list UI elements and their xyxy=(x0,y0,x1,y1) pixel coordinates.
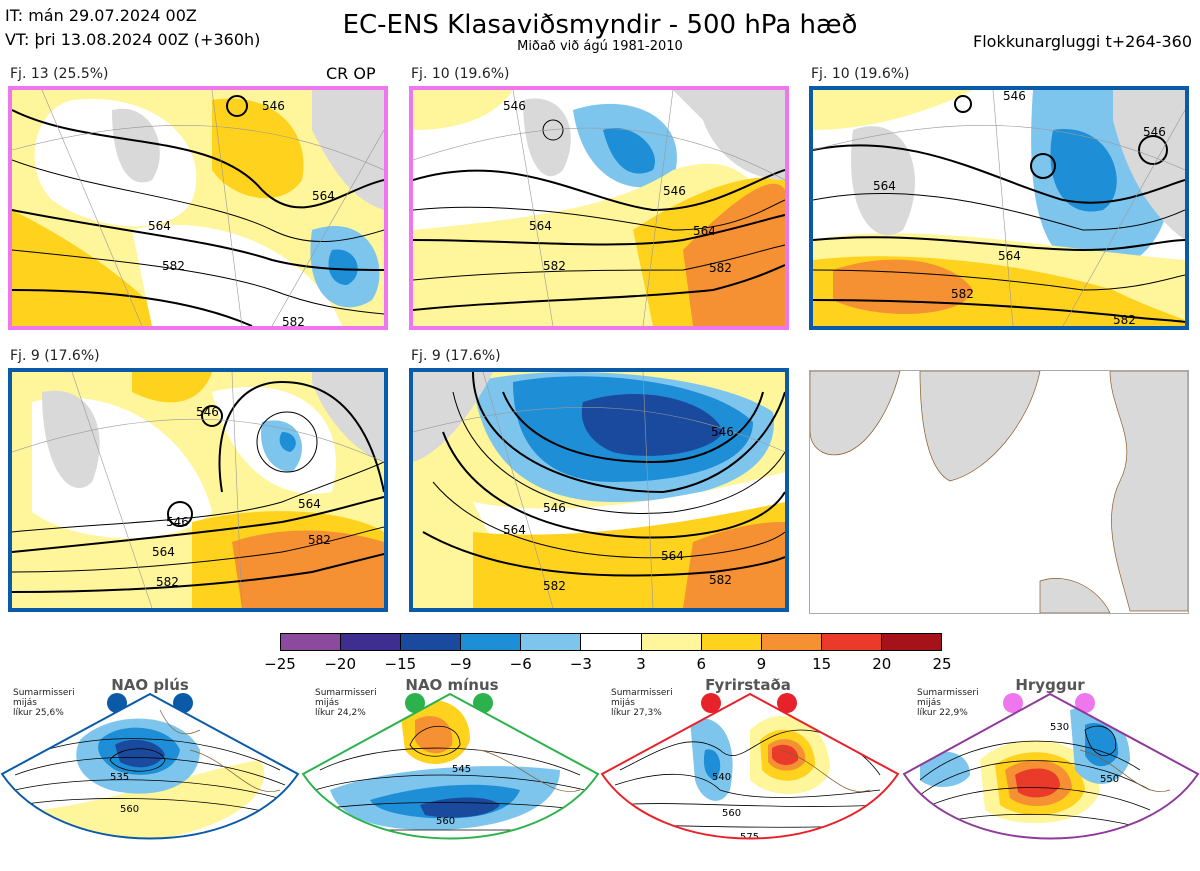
page-title: EC-ENS Klasaviðsmyndir - 500 hPa hæð xyxy=(342,10,858,40)
colorbar-tick-label: 20 xyxy=(872,655,892,673)
contour-label: 575 xyxy=(740,832,759,843)
contour-label: 582 xyxy=(162,259,185,273)
contour-label: 546 xyxy=(543,501,566,515)
colorbar-tick-label: −25 xyxy=(264,655,296,673)
cluster-map-1: 546 564 564 582 582 xyxy=(8,86,388,330)
colorbar-segment xyxy=(760,634,821,650)
colorbar-segment xyxy=(820,634,881,650)
contour-label: 546 xyxy=(262,99,285,113)
contour-label: 582 xyxy=(1113,313,1136,326)
colorbar-tick-label: −9 xyxy=(449,655,472,673)
regime-title-ridge: Hryggur xyxy=(1015,676,1085,694)
contour-label: 535 xyxy=(110,772,129,783)
panel-3-label: Fj. 10 (19.6%) xyxy=(811,66,910,82)
contour-label: 546 xyxy=(166,515,189,529)
contour-label: 546 xyxy=(1143,125,1166,139)
regime-maps: 535 560 545 560 575 xyxy=(0,692,1200,861)
classification-window: Flokkunargluggi t+264-360 xyxy=(973,32,1192,51)
colorbar-segment xyxy=(281,634,341,650)
regime-info: Sumarmisseri mijás líkur 27,3% xyxy=(611,688,673,718)
contour-label: 560 xyxy=(722,808,741,819)
contour-label: 575 xyxy=(1090,838,1109,849)
contour-label: 582 xyxy=(709,573,732,587)
contour-label: 582 xyxy=(156,575,179,589)
contour-label: 564 xyxy=(693,224,716,238)
panel-1-badge: CR OP xyxy=(326,64,376,83)
contour-label: 582 xyxy=(308,533,331,547)
panel-5-label: Fj. 9 (17.6%) xyxy=(411,348,501,364)
contour-label: 560 xyxy=(436,816,455,827)
colorbar-segment xyxy=(580,634,641,650)
contour-label: 564 xyxy=(529,219,552,233)
contour-label: 564 xyxy=(661,549,684,563)
panel-1-label: Fj. 13 (25.5%) xyxy=(10,66,109,82)
regime-map-blocking: 540 560 575 xyxy=(602,694,898,843)
colorbar-tick-label: −6 xyxy=(509,655,532,673)
contour-label: 546 xyxy=(196,405,219,419)
colorbar-segment xyxy=(520,634,581,650)
colorbar-segment xyxy=(880,634,942,650)
contour-label: 582 xyxy=(951,287,974,301)
colorbar-tick-label: −20 xyxy=(324,655,356,673)
contour-label: 582 xyxy=(282,315,305,326)
contour-label: 575 xyxy=(446,850,465,861)
contour-label: 564 xyxy=(312,189,335,203)
colorbar-segment xyxy=(640,634,701,650)
regime-marker xyxy=(405,693,425,713)
colorbar-tick-label: 3 xyxy=(636,655,646,673)
valid-time: VT: þri 13.08.2024 00Z (+360h) xyxy=(5,30,261,49)
contour-label: 546 xyxy=(663,184,686,198)
contour-label: 582 xyxy=(709,261,732,275)
colorbar-tick-label: 6 xyxy=(696,655,707,673)
contour-label: 564 xyxy=(152,545,175,559)
cluster-map-3: 546 546 564 564 582 582 xyxy=(809,86,1189,330)
colorbar-tick-label: 9 xyxy=(756,655,767,673)
regime-title-nao-plus: NAO plús xyxy=(111,676,189,694)
empty-map xyxy=(809,370,1189,614)
regime-title-nao-minus: NAO mínus xyxy=(405,676,499,694)
contour-label: 545 xyxy=(452,764,471,775)
regime-marker xyxy=(1003,693,1023,713)
colorbar-tick-label: −15 xyxy=(384,655,417,673)
contour-label: 582 xyxy=(543,259,566,273)
colorbar xyxy=(280,633,942,651)
contour-label: 564 xyxy=(873,179,896,193)
contour-label: 540 xyxy=(712,772,731,783)
panel-4-label: Fj. 9 (17.6%) xyxy=(10,348,100,364)
regime-info: Sumarmisseri mijás líkur 22,9% xyxy=(917,688,979,718)
cluster-map-2: 546 546 564 564 582 582 xyxy=(409,86,789,330)
regime-map-ridge: 530 550 575 xyxy=(904,694,1198,849)
page-subtitle: Miðað við ágú 1981-2010 xyxy=(517,39,683,54)
regime-marker xyxy=(1075,693,1095,713)
init-time: IT: mán 29.07.2024 00Z xyxy=(5,6,197,25)
colorbar-tick-label: 15 xyxy=(812,655,832,673)
cluster-map-4: 546 546 564 564 582 582 xyxy=(8,368,388,612)
contour-label: 564 xyxy=(503,523,526,537)
contour-label: 560 xyxy=(120,804,139,815)
contour-label: 546 xyxy=(711,425,734,439)
colorbar-segment xyxy=(400,634,461,650)
regime-map-nao-plus: 535 560 xyxy=(2,694,298,839)
regime-marker xyxy=(777,693,797,713)
contour-label: 550 xyxy=(1100,774,1119,785)
colorbar-tick-label: −3 xyxy=(569,655,592,673)
contour-label: 564 xyxy=(998,249,1021,263)
regime-map-nao-minus: 545 560 575 xyxy=(303,694,598,861)
contour-label: 564 xyxy=(148,219,171,233)
contour-label: 582 xyxy=(543,579,566,593)
regime-info: Sumarmisseri mijás líkur 25,6% xyxy=(13,688,75,718)
regime-info: Sumarmisseri mijás líkur 24,2% xyxy=(315,688,377,718)
contour-label: 530 xyxy=(1050,722,1069,733)
colorbar-segment xyxy=(700,634,761,650)
contour-label: 564 xyxy=(298,497,321,511)
contour-label: 546 xyxy=(503,99,526,113)
colorbar-segment xyxy=(340,634,401,650)
contour-label: 546 xyxy=(1003,90,1026,103)
colorbar-segment xyxy=(460,634,521,650)
regime-title-blocking: Fyrirstaða xyxy=(705,676,791,694)
panel-2-label: Fj. 10 (19.6%) xyxy=(411,66,510,82)
colorbar-tick-label: 25 xyxy=(932,655,952,673)
cluster-map-5: 546 546 564 564 582 582 xyxy=(409,368,789,612)
regime-marker xyxy=(701,693,721,713)
